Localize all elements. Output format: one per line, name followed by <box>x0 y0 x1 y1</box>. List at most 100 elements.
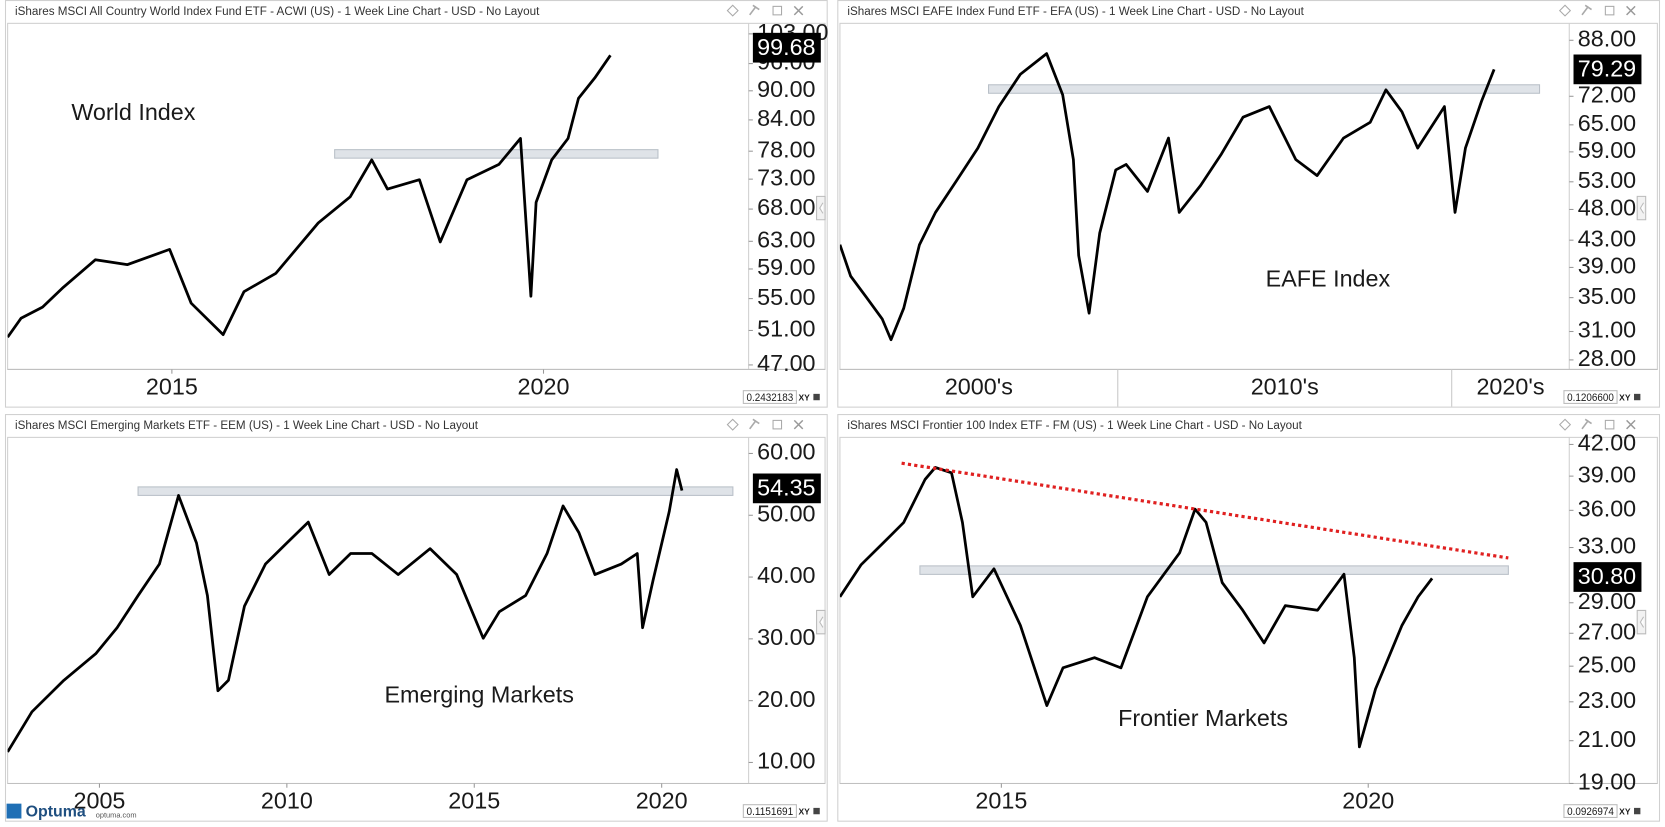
last-price-label: 30.80 <box>1578 563 1636 589</box>
side-tab[interactable] <box>1636 609 1647 635</box>
last-price-box <box>1573 562 1642 592</box>
chart-annotation: World Index <box>71 99 195 125</box>
window-controls[interactable] <box>1558 4 1636 17</box>
y-tick-label: 27.00 <box>1578 618 1636 644</box>
y-tick-label: 53.00 <box>1578 167 1636 193</box>
icon-pin[interactable] <box>1581 418 1592 430</box>
scale-mode[interactable]: XY <box>799 392 811 402</box>
icon-close[interactable] <box>793 5 804 16</box>
scale-box <box>1563 390 1618 404</box>
logo-text: Optuma <box>26 803 86 820</box>
icon-pin[interactable] <box>749 418 760 430</box>
side-tab[interactable] <box>816 609 826 635</box>
icon-maximize[interactable] <box>772 419 783 430</box>
y-tick-label: 78.00 <box>757 136 815 162</box>
price-line <box>839 52 1496 342</box>
y-tick-label: 28.00 <box>1578 345 1636 371</box>
trend-line <box>901 461 1509 560</box>
last-price-box <box>1573 54 1642 85</box>
side-tab[interactable] <box>816 195 826 221</box>
icon-diamond[interactable] <box>1558 418 1572 431</box>
x-tick-label: 2015 <box>146 374 198 400</box>
chart-annotation: Frontier Markets <box>1118 705 1288 731</box>
icon-close[interactable] <box>1626 419 1636 430</box>
scale-mode[interactable]: XY <box>1619 392 1631 402</box>
last-price-label: 79.29 <box>1578 56 1636 82</box>
x-tick-label: 2020 <box>636 788 688 814</box>
y-tick-label: 31.00 <box>1578 317 1636 343</box>
resistance-band <box>137 486 734 496</box>
lock-icon[interactable] <box>1634 393 1641 401</box>
window-controls[interactable] <box>1558 418 1636 431</box>
y-tick-label: 59.00 <box>757 254 815 280</box>
scale-label: 0.0926974 <box>1567 806 1614 818</box>
y-tick-label: 21.00 <box>1578 726 1636 752</box>
y-tick-label: 39.00 <box>1578 253 1636 279</box>
y-tick-label: 59.00 <box>1578 137 1636 163</box>
panel-frame <box>4 414 828 822</box>
y-tick-label: 68.00 <box>757 194 815 220</box>
window-controls[interactable] <box>726 4 804 17</box>
y-tick-label: 42.00 <box>1578 430 1636 456</box>
y-tick-label: 84.00 <box>757 105 815 131</box>
y-tick-label: 88.00 <box>1578 25 1636 51</box>
scale-box <box>742 804 797 818</box>
logo-icon <box>6 803 22 819</box>
side-tab[interactable] <box>1636 195 1647 221</box>
icon-close[interactable] <box>1626 5 1636 16</box>
y-tick-label: 73.00 <box>757 164 815 190</box>
y-tick-label: 25.00 <box>1578 651 1636 677</box>
y-tick-label: 50.00 <box>757 500 815 526</box>
icon-diamond[interactable] <box>1558 4 1572 17</box>
scale-label: 0.2432183 <box>747 392 794 404</box>
last-price-box <box>752 473 821 504</box>
resistance-band <box>919 565 1509 575</box>
chart-panel: iShares MSCI Frontier 100 Index ETF - FM… <box>837 414 1661 822</box>
window-controls[interactable] <box>726 418 804 431</box>
icon-pin[interactable] <box>1581 4 1592 16</box>
chart-panel: iShares MSCI All Country World Index Fun… <box>4 0 829 408</box>
y-tick-label: 30.00 <box>757 624 815 650</box>
y-tick-label: 47.00 <box>757 350 815 376</box>
lock-icon[interactable] <box>813 807 820 815</box>
icon-diamond[interactable] <box>726 418 739 431</box>
scale-mode[interactable]: XY <box>1619 806 1631 816</box>
x-tick-label: 2015 <box>975 788 1027 814</box>
y-tick-label: 23.00 <box>1578 687 1636 713</box>
chart-annotation: Emerging Markets <box>384 682 573 708</box>
scale-mode[interactable]: XY <box>799 806 811 816</box>
scale-box <box>742 390 797 404</box>
x-tick-label: 2020 <box>1342 788 1394 814</box>
y-tick-label: 51.00 <box>757 316 815 342</box>
lock-icon[interactable] <box>1634 807 1641 815</box>
last-price-box <box>752 32 821 63</box>
x-tick-label: 2020 <box>518 374 570 400</box>
icon-maximize[interactable] <box>1604 419 1615 430</box>
x-tick-label: 2010 <box>261 788 313 814</box>
scale-label: 0.1206600 <box>1567 392 1614 404</box>
panel-frame <box>4 0 828 408</box>
y-tick-label: 29.00 <box>1578 588 1636 614</box>
icon-close[interactable] <box>793 419 804 430</box>
y-tick-label: 20.00 <box>757 686 815 712</box>
chart-title: iShares MSCI All Country World Index Fun… <box>15 5 540 18</box>
y-tick-label: 33.00 <box>1578 533 1636 559</box>
y-tick-label: 40.00 <box>757 562 815 588</box>
icon-pin[interactable] <box>749 4 760 16</box>
logo-url: optuma.com <box>96 810 137 819</box>
y-tick-label: 48.00 <box>1578 195 1636 221</box>
icon-diamond[interactable] <box>726 4 739 17</box>
footer-logo: Optuma optuma.com <box>6 803 137 820</box>
lock-icon[interactable] <box>813 393 820 401</box>
y-tick-label: 35.00 <box>1578 283 1636 309</box>
icon-maximize[interactable] <box>772 5 783 16</box>
y-tick-label: 43.00 <box>1578 225 1636 251</box>
price-line <box>7 468 684 753</box>
y-tick-label: 90.00 <box>757 76 815 102</box>
x-tick-label: 2005 <box>73 788 125 814</box>
icon-maximize[interactable] <box>1604 5 1615 16</box>
y-tick-label: 19.00 <box>1578 769 1636 795</box>
x-tick-label: 2015 <box>448 788 500 814</box>
panel-frame <box>837 0 1661 408</box>
